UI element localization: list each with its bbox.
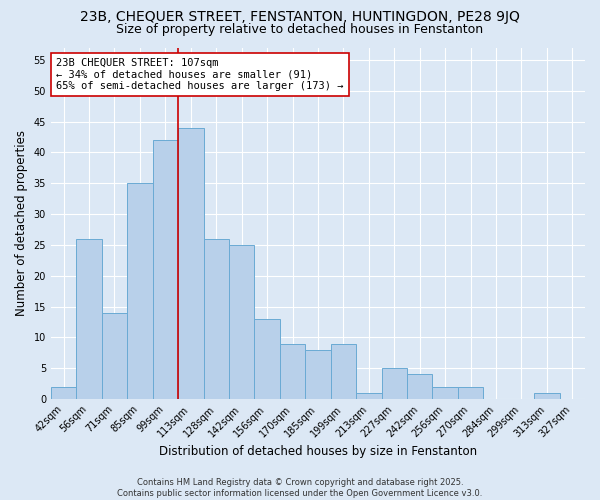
Bar (203, 238, 229, 399)
Bar (458, 386, 483, 399)
Bar (102, 312, 127, 399)
Bar (229, 245, 254, 399)
Bar (254, 319, 280, 399)
Bar (433, 386, 458, 399)
Bar (407, 374, 433, 399)
Bar (331, 344, 356, 399)
X-axis label: Distribution of detached houses by size in Fenstanton: Distribution of detached houses by size … (159, 444, 477, 458)
Y-axis label: Number of detached properties: Number of detached properties (15, 130, 28, 316)
Bar (356, 393, 382, 399)
Text: Contains HM Land Registry data © Crown copyright and database right 2025.
Contai: Contains HM Land Registry data © Crown c… (118, 478, 482, 498)
Bar (76, 238, 102, 399)
Text: Size of property relative to detached houses in Fenstanton: Size of property relative to detached ho… (116, 22, 484, 36)
Bar (127, 183, 152, 399)
Bar (534, 393, 560, 399)
Bar (280, 344, 305, 399)
Bar (51, 386, 76, 399)
Bar (305, 350, 331, 399)
Bar (152, 140, 178, 399)
Text: 23B, CHEQUER STREET, FENSTANTON, HUNTINGDON, PE28 9JQ: 23B, CHEQUER STREET, FENSTANTON, HUNTING… (80, 10, 520, 24)
Text: 23B CHEQUER STREET: 107sqm
← 34% of detached houses are smaller (91)
65% of semi: 23B CHEQUER STREET: 107sqm ← 34% of deta… (56, 58, 344, 91)
Bar (178, 128, 203, 399)
Bar (382, 368, 407, 399)
